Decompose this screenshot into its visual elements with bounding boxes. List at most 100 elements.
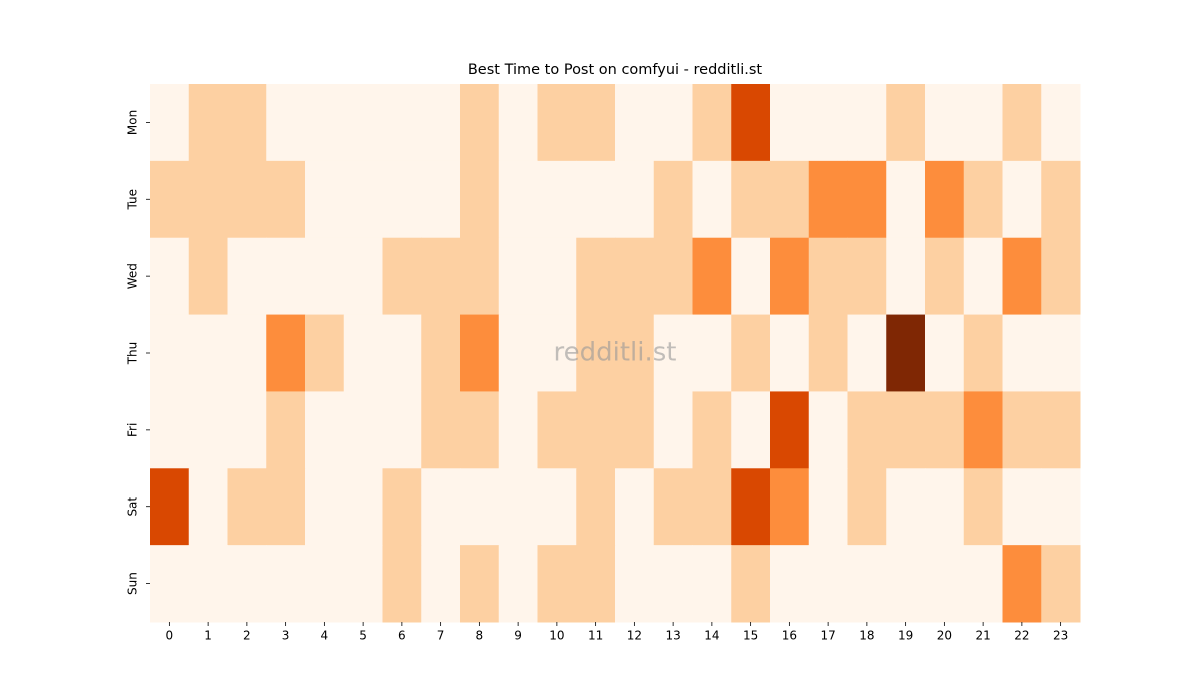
heatmap-cell — [692, 237, 732, 316]
y-tick-label: Thu — [126, 342, 140, 366]
heatmap-cell — [576, 84, 616, 162]
heatmap-cell — [150, 468, 190, 546]
heatmap-cell — [1002, 84, 1042, 162]
heatmap-cell — [460, 391, 500, 469]
heatmap-cell — [925, 314, 965, 392]
x-tick-label: 9 — [514, 629, 522, 643]
heatmap-cell — [343, 160, 383, 239]
heatmap-cell — [537, 545, 577, 623]
x-tick-label: 5 — [359, 629, 367, 643]
heatmap-cell — [653, 237, 693, 316]
heatmap-cell — [692, 84, 732, 162]
heatmap-cell — [421, 84, 461, 162]
heatmap-cell — [305, 237, 345, 316]
heatmap-cell — [460, 84, 500, 162]
heatmap-cell — [343, 314, 383, 392]
heatmap-cell — [615, 84, 655, 162]
heatmap-cell — [188, 160, 228, 239]
heatmap-cell — [731, 84, 771, 162]
heatmap-cell — [847, 237, 887, 316]
heatmap-cell — [382, 391, 422, 469]
x-tick-label: 10 — [549, 629, 564, 643]
heatmap-cell — [576, 237, 616, 316]
x-tick-label: 12 — [627, 629, 642, 643]
heatmap-cell — [343, 237, 383, 316]
x-tick-label: 17 — [820, 629, 835, 643]
heatmap-cell — [615, 160, 655, 239]
heatmap-cell — [925, 468, 965, 546]
heatmap-cell — [537, 391, 577, 469]
heatmap-cell — [770, 314, 810, 392]
heatmap-cell — [498, 468, 538, 546]
x-tick-label: 22 — [1014, 629, 1029, 643]
x-tick-label: 14 — [704, 629, 719, 643]
heatmap-cell — [460, 237, 500, 316]
x-tick-label: 13 — [665, 629, 680, 643]
x-tick-label: 1 — [204, 629, 212, 643]
heatmap-cell — [808, 468, 848, 546]
heatmap-cell — [1041, 160, 1081, 239]
heatmap-cell — [227, 314, 267, 392]
axes: 0 1 2 3 4 5 6 7 8 9 10 11 12 13 14 15 16 17 18 19 20 21 22 23Mo… — [126, 110, 1069, 643]
heatmap-cell — [615, 314, 655, 392]
heatmap-cell — [537, 468, 577, 546]
heatmap-cell — [343, 84, 383, 162]
heatmap-cell — [421, 545, 461, 623]
heatmap-cell — [653, 545, 693, 623]
heatmap-cell — [653, 468, 693, 546]
heatmap-cell — [1002, 468, 1042, 546]
heatmap-cell — [1002, 237, 1042, 316]
heatmap-cell — [576, 545, 616, 623]
heatmap-cell — [770, 545, 810, 623]
heatmap-cell — [305, 160, 345, 239]
heatmap-cell — [150, 160, 190, 239]
heatmap-cell — [498, 314, 538, 392]
heatmap-cell — [150, 391, 190, 469]
heatmap-cell — [188, 545, 228, 623]
heatmap-cell — [537, 84, 577, 162]
heatmap-cell — [731, 391, 771, 469]
heatmap-cell — [227, 160, 267, 239]
heatmap-cell — [963, 160, 1003, 239]
heatmap-cell — [343, 545, 383, 623]
heatmap-cell — [421, 314, 461, 392]
heatmap-cell — [498, 391, 538, 469]
heatmap-cell — [1041, 314, 1081, 392]
y-tick-label: Fri — [126, 423, 140, 437]
heatmap-cell — [343, 391, 383, 469]
x-tick-label: 7 — [437, 629, 445, 643]
heatmap-cell — [227, 545, 267, 623]
heatmap-cell — [847, 468, 887, 546]
heatmap-cell — [770, 391, 810, 469]
y-tick-label: Tue — [126, 189, 140, 211]
x-tick-label: 20 — [937, 629, 952, 643]
heatmap-cell — [1041, 84, 1081, 162]
heatmap-cell — [498, 237, 538, 316]
heatmap-cell — [305, 468, 345, 546]
heatmap-cell — [886, 84, 926, 162]
heatmap-cell — [382, 237, 422, 316]
heatmap-cell — [576, 391, 616, 469]
heatmap-cell — [498, 160, 538, 239]
heatmap-cell — [963, 84, 1003, 162]
heatmap-cell — [925, 545, 965, 623]
x-tick-label: 3 — [282, 629, 290, 643]
heatmap-cell — [1041, 468, 1081, 546]
heatmap-cell — [808, 160, 848, 239]
heatmap-cell — [886, 314, 926, 392]
heatmap-cell — [653, 160, 693, 239]
heatmap-cell — [460, 314, 500, 392]
x-tick-label: 11 — [588, 629, 603, 643]
heatmap-cell — [576, 160, 616, 239]
heatmap-cell — [227, 237, 267, 316]
heatmap-cell — [188, 84, 228, 162]
heatmap-cell — [227, 391, 267, 469]
heatmap-cell — [188, 237, 228, 316]
heatmap-cell — [460, 545, 500, 623]
heatmap-cell — [421, 237, 461, 316]
x-tick-label: 19 — [898, 629, 913, 643]
heatmap-cell — [770, 160, 810, 239]
heatmap-cell — [1002, 545, 1042, 623]
heatmap-cell — [963, 237, 1003, 316]
